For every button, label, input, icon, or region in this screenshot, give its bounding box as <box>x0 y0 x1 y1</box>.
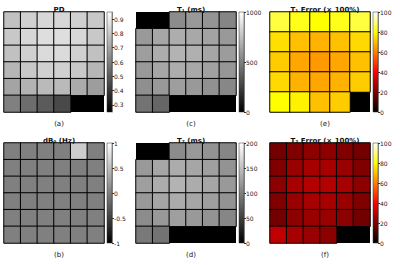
svg-text:0: 0 <box>380 109 384 116</box>
svg-text:-1: -1 <box>114 240 120 247</box>
svg-text:40: 40 <box>380 200 388 207</box>
svg-text:(a): (a) <box>54 120 64 128</box>
svg-text:T₂ Error (× 100%): T₂ Error (× 100%) <box>291 137 360 145</box>
svg-text:1: 1 <box>114 140 118 147</box>
svg-text:100: 100 <box>246 190 258 197</box>
svg-text:0.8: 0.8 <box>114 30 124 37</box>
svg-text:0.4: 0.4 <box>114 87 124 94</box>
svg-text:50: 50 <box>246 215 254 222</box>
svg-text:(b): (b) <box>54 251 64 259</box>
svg-text:(e): (e) <box>320 120 330 128</box>
svg-text:-0.5: -0.5 <box>114 215 126 222</box>
svg-text:0.5: 0.5 <box>114 73 124 80</box>
svg-text:1000: 1000 <box>246 9 261 16</box>
svg-text:0.3: 0.3 <box>114 101 124 108</box>
svg-text:(c): (c) <box>186 120 196 128</box>
svg-text:T₁ (ms): T₁ (ms) <box>177 6 205 14</box>
svg-text:60: 60 <box>380 180 388 187</box>
svg-text:150: 150 <box>246 165 258 172</box>
svg-text:80: 80 <box>380 29 388 36</box>
svg-text:0.6: 0.6 <box>114 59 124 66</box>
svg-text:(f): (f) <box>321 251 329 259</box>
svg-text:500: 500 <box>246 59 258 66</box>
svg-text:60: 60 <box>380 49 388 56</box>
svg-text:PD: PD <box>54 6 65 14</box>
svg-text:20: 20 <box>380 220 388 227</box>
svg-text:100: 100 <box>380 9 392 16</box>
svg-text:20: 20 <box>380 89 388 96</box>
svg-text:dB₀ (Hz): dB₀ (Hz) <box>43 137 75 145</box>
svg-text:T₂ (ms): T₂ (ms) <box>177 137 205 145</box>
svg-text:80: 80 <box>380 160 388 167</box>
svg-text:0.5: 0.5 <box>114 165 124 172</box>
svg-text:0: 0 <box>114 190 118 197</box>
svg-text:200: 200 <box>246 140 258 147</box>
svg-text:0: 0 <box>246 240 250 247</box>
svg-text:(d): (d) <box>186 251 196 259</box>
svg-text:40: 40 <box>380 69 388 76</box>
svg-text:100: 100 <box>380 140 392 147</box>
svg-text:0.7: 0.7 <box>114 44 124 51</box>
svg-text:T₁ Error (× 100%): T₁ Error (× 100%) <box>291 6 360 14</box>
svg-text:0: 0 <box>246 109 250 116</box>
svg-text:0: 0 <box>380 240 384 247</box>
svg-text:0.9: 0.9 <box>114 16 124 23</box>
